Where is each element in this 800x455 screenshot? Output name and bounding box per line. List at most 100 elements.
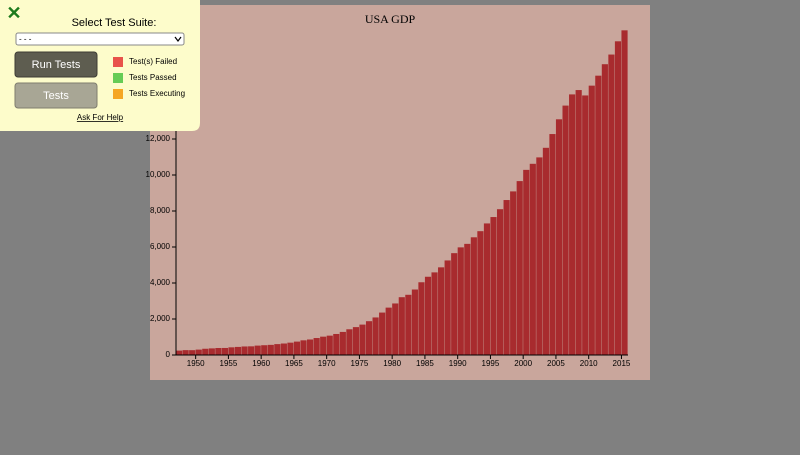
bar	[614, 41, 622, 356]
bar	[411, 289, 418, 355]
bar	[176, 350, 183, 355]
bar	[182, 350, 189, 355]
x-tick-label: 1970	[318, 359, 336, 368]
bar	[202, 348, 209, 355]
bar	[379, 312, 386, 355]
x-tick-label: 1985	[416, 359, 434, 368]
bar	[510, 191, 517, 355]
bar	[241, 346, 248, 355]
x-tick-label: 1950	[187, 359, 205, 368]
bar	[424, 276, 432, 355]
tests-button[interactable]	[14, 82, 98, 109]
bar	[248, 346, 255, 355]
bar	[326, 335, 333, 355]
run-button-label: Run Tests	[32, 59, 81, 71]
bar	[608, 54, 615, 355]
x-tick-label: 2000	[514, 359, 532, 368]
tests-button-label: Tests	[43, 90, 69, 102]
help-link[interactable]: Ask For Help	[77, 113, 124, 122]
bar	[320, 336, 327, 355]
bar	[588, 85, 595, 355]
bar	[228, 347, 235, 355]
select-arrow	[174, 36, 182, 42]
x-tick-label: 1975	[351, 359, 369, 368]
close-button[interactable]: ✕	[6, 3, 21, 23]
bar	[189, 350, 196, 355]
bar	[208, 348, 215, 355]
chart: 0 2,000 4,000 6,000 8,000 10,000 12,000 1950 195…	[146, 30, 631, 368]
bar	[261, 345, 268, 355]
bar	[398, 297, 405, 355]
bar	[215, 347, 222, 355]
bar	[339, 331, 346, 355]
bar	[503, 200, 510, 355]
y-tick-label: 0	[166, 350, 171, 359]
bar	[333, 333, 340, 355]
x-tick-label: 1960	[252, 359, 270, 368]
bar	[307, 339, 314, 355]
bar	[555, 119, 563, 355]
bar	[451, 253, 458, 355]
bar	[300, 340, 307, 355]
x-tick-label: 1990	[449, 359, 467, 368]
bar	[496, 209, 504, 355]
y-tick-label: 12,000	[146, 134, 171, 143]
bar	[483, 223, 491, 355]
bar	[254, 345, 261, 355]
y-tick-label: 8,000	[150, 206, 171, 215]
bar	[346, 329, 353, 355]
bar	[490, 217, 497, 355]
bar	[536, 157, 543, 355]
bar	[221, 347, 229, 355]
bar	[287, 342, 294, 355]
bar	[280, 343, 287, 355]
bar	[595, 75, 602, 356]
bar	[542, 147, 549, 355]
bar	[372, 317, 379, 355]
bar	[195, 349, 202, 355]
bar	[569, 94, 576, 356]
bar	[582, 95, 589, 355]
x-tick-label: 1965	[285, 359, 303, 368]
test-panel: ✕ Select Test Suite: - - - Run Tests Tes…	[0, 0, 200, 131]
y-tick-label: 2,000	[150, 314, 171, 323]
bar	[549, 134, 556, 355]
bar	[392, 303, 399, 355]
run-button[interactable]	[14, 51, 98, 78]
x-tick-label: 2005	[547, 359, 565, 368]
bar	[359, 324, 366, 355]
bar	[477, 231, 484, 355]
bar	[621, 30, 628, 356]
x-tick-label: 1980	[383, 359, 401, 368]
bar	[385, 307, 392, 355]
select-box[interactable]	[15, 32, 185, 46]
bar	[516, 181, 523, 355]
bar	[352, 327, 360, 355]
y-tick-label: 4,000	[150, 278, 171, 287]
select-value: - - -	[19, 35, 32, 44]
bar	[464, 243, 471, 355]
legend-label: Tests Executing	[129, 89, 185, 98]
bar	[575, 90, 582, 356]
y-tick-label: 6,000	[150, 242, 171, 251]
bar	[529, 163, 536, 355]
chart-title: USA GDP	[365, 12, 416, 26]
bar	[365, 321, 373, 355]
bar	[418, 282, 425, 355]
bar	[457, 247, 464, 355]
y-tick-label: 10,000	[146, 170, 171, 179]
bar	[293, 341, 301, 355]
bar	[562, 105, 569, 355]
bar	[405, 294, 412, 355]
bar	[431, 272, 438, 355]
x-tick-label: 1995	[482, 359, 500, 368]
select-label: Select Test Suite:	[72, 17, 157, 29]
x-tick-label: 2015	[613, 359, 631, 368]
x-tick-label: 1955	[220, 359, 238, 368]
legend-label: Tests Passed	[129, 73, 177, 82]
bar	[523, 169, 530, 355]
legend-swatch	[113, 89, 123, 99]
x-tick-label: 2010	[580, 359, 598, 368]
